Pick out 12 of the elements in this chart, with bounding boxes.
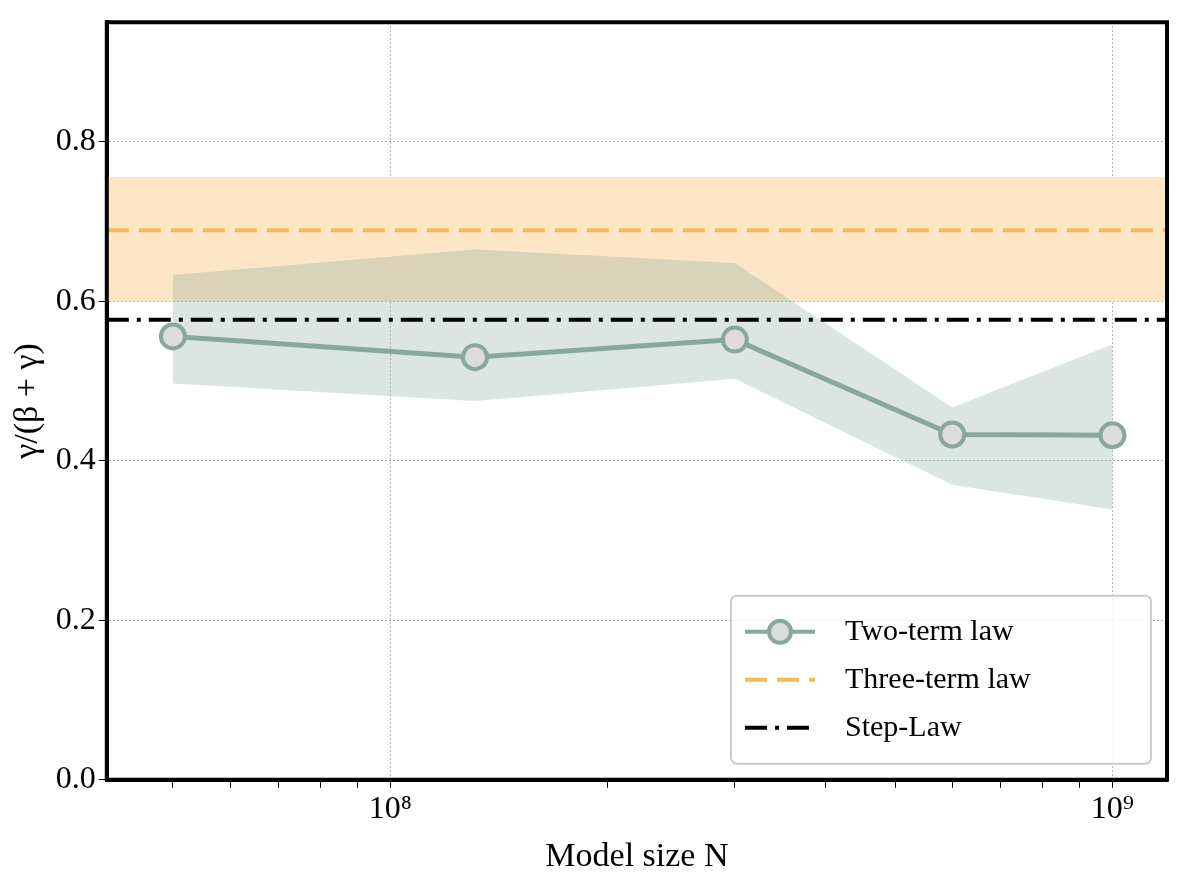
legend-label: Three-term law bbox=[845, 660, 1032, 694]
y-tick-label: 0.4 bbox=[55, 440, 96, 477]
legend-label: Two-term law bbox=[845, 612, 1015, 646]
x-tick-label: 10⁹ bbox=[1090, 789, 1135, 826]
y-tick-label: 0.0 bbox=[55, 759, 96, 796]
x-axis-title: Model size N bbox=[545, 835, 729, 873]
y-tick-label: 0.8 bbox=[55, 121, 96, 158]
legend-label: Step-Law bbox=[845, 708, 962, 742]
y-axis-title: γ/(β + γ) bbox=[7, 343, 46, 460]
y-tick-label: 0.6 bbox=[55, 280, 96, 317]
x-tick-label: 10⁸ bbox=[368, 789, 412, 826]
y-tick-label: 0.2 bbox=[55, 599, 96, 636]
